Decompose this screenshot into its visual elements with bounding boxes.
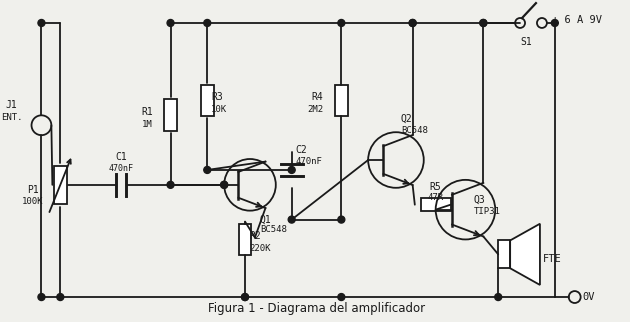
- Text: J1: J1: [6, 100, 18, 110]
- Circle shape: [480, 20, 487, 26]
- Bar: [498, 241, 510, 268]
- Circle shape: [38, 20, 45, 26]
- Circle shape: [551, 20, 558, 26]
- Text: S1: S1: [520, 37, 532, 47]
- Text: 2M2: 2M2: [307, 105, 323, 114]
- Text: C2: C2: [295, 145, 307, 155]
- Text: ENT.: ENT.: [1, 113, 23, 122]
- Text: Figura 1 - Diagrama del amplificador: Figura 1 - Diagrama del amplificador: [208, 302, 425, 315]
- Text: R5: R5: [430, 182, 442, 192]
- Circle shape: [338, 294, 345, 300]
- Text: 100K: 100K: [22, 197, 43, 206]
- Circle shape: [203, 166, 211, 174]
- Circle shape: [409, 20, 416, 26]
- Circle shape: [167, 181, 174, 188]
- Bar: [164, 99, 177, 131]
- Text: BC548: BC548: [401, 126, 428, 135]
- Bar: [54, 166, 67, 204]
- Bar: [335, 85, 348, 116]
- Bar: [239, 223, 251, 255]
- Circle shape: [220, 181, 227, 188]
- Text: R1: R1: [141, 107, 152, 117]
- Text: 470nF: 470nF: [108, 165, 134, 174]
- Bar: [201, 85, 214, 116]
- Text: Q1: Q1: [260, 215, 272, 225]
- Text: 0V: 0V: [583, 292, 595, 302]
- Text: Q3: Q3: [473, 195, 485, 205]
- Text: BC548: BC548: [260, 224, 287, 233]
- Circle shape: [241, 294, 248, 300]
- Text: C1: C1: [115, 152, 127, 162]
- Text: P1: P1: [26, 185, 38, 195]
- Circle shape: [38, 294, 45, 300]
- Text: Q2: Q2: [401, 113, 413, 123]
- Circle shape: [409, 20, 416, 26]
- Circle shape: [288, 166, 295, 174]
- Bar: [421, 198, 450, 211]
- Text: 220K: 220K: [249, 244, 270, 253]
- Polygon shape: [510, 224, 540, 285]
- Text: R3: R3: [211, 92, 223, 102]
- Text: 10K: 10K: [211, 105, 227, 114]
- Text: 47R: 47R: [428, 193, 444, 202]
- Text: 470nF: 470nF: [295, 157, 323, 166]
- Text: FTE: FTE: [543, 254, 562, 264]
- Text: + 6 A 9V: + 6 A 9V: [552, 15, 602, 25]
- Circle shape: [167, 20, 174, 26]
- Text: R2: R2: [249, 232, 261, 242]
- Circle shape: [57, 294, 64, 300]
- Circle shape: [495, 294, 501, 300]
- Text: R4: R4: [312, 92, 323, 102]
- Text: TIP31: TIP31: [473, 207, 500, 216]
- Circle shape: [338, 216, 345, 223]
- Text: 1M: 1M: [142, 120, 152, 129]
- Circle shape: [288, 216, 295, 223]
- Circle shape: [480, 20, 487, 26]
- Circle shape: [338, 20, 345, 26]
- Circle shape: [203, 20, 211, 26]
- Circle shape: [241, 294, 248, 300]
- Circle shape: [220, 181, 227, 188]
